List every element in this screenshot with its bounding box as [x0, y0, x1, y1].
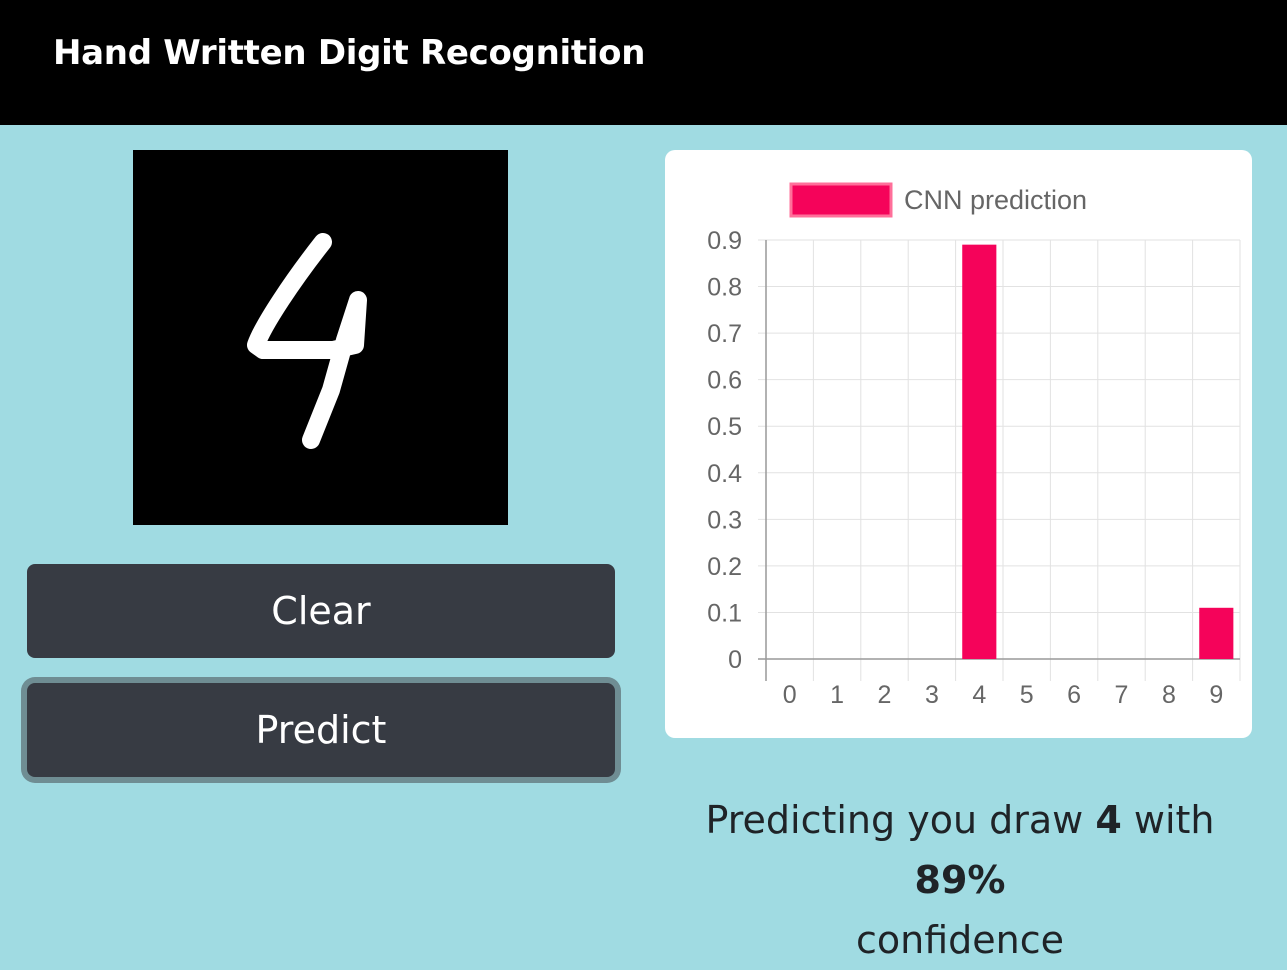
- clear-button[interactable]: Clear: [27, 564, 615, 658]
- y-tick-label: 0.8: [707, 274, 742, 302]
- prediction-result: Predicting you draw 4 with 89% confidenc…: [660, 790, 1260, 970]
- y-tick-label: 0.3: [707, 506, 742, 534]
- result-middle: with: [1133, 798, 1215, 842]
- app-header: Hand Written Digit Recognition: [0, 0, 1287, 125]
- y-tick-label: 0.6: [707, 367, 742, 395]
- bar-chart-svg: 0 0.1 0.2 0.3 0.4 0.5 0.6 0.7 0.8 0.9 0 1 2 3 4 5 6 7 8 9 CN…: [707, 182, 1241, 709]
- legend-label: CNN prediction: [904, 185, 1087, 215]
- legend-swatch: [789, 182, 893, 218]
- app-title: Hand Written Digit Recognition: [53, 33, 646, 73]
- bar-digit-9: [1199, 607, 1234, 659]
- y-tick-label: 0.5: [707, 413, 742, 441]
- x-tick-label: 9: [1209, 681, 1223, 709]
- x-tick-label: 7: [1115, 681, 1129, 709]
- x-tick-label: 2: [878, 681, 892, 709]
- y-tick-label: 0: [728, 646, 742, 674]
- y-tick-label: 0.4: [707, 460, 742, 488]
- predict-button[interactable]: Predict: [27, 683, 615, 777]
- y-tick-label: 0.1: [707, 599, 742, 627]
- predicted-digit: 4: [1095, 798, 1122, 842]
- prediction-chart: 0 0.1 0.2 0.3 0.4 0.5 0.6 0.7 0.8 0.9 0 1 2 3 4 5 6 7 8 9 CN…: [665, 150, 1252, 738]
- result-prefix: Predicting you draw: [705, 798, 1084, 842]
- y-tick-label: 0.7: [707, 320, 742, 348]
- drawing-canvas[interactable]: [133, 150, 508, 525]
- y-tick-label: 0.9: [707, 227, 742, 255]
- drawn-digit: [247, 233, 367, 449]
- result-suffix: confidence: [855, 918, 1065, 962]
- y-tick-label: 0.2: [707, 553, 742, 581]
- confidence-value: 89%: [914, 858, 1006, 902]
- x-tick-label: 0: [783, 681, 797, 709]
- x-tick-label: 1: [830, 681, 844, 709]
- bar-digit-4: [962, 244, 997, 659]
- x-tick-label: 8: [1162, 681, 1176, 709]
- x-tick-label: 6: [1067, 681, 1081, 709]
- x-tick-label: 5: [1020, 681, 1034, 709]
- x-tick-label: 3: [925, 681, 939, 709]
- x-tick-label: 4: [972, 681, 986, 709]
